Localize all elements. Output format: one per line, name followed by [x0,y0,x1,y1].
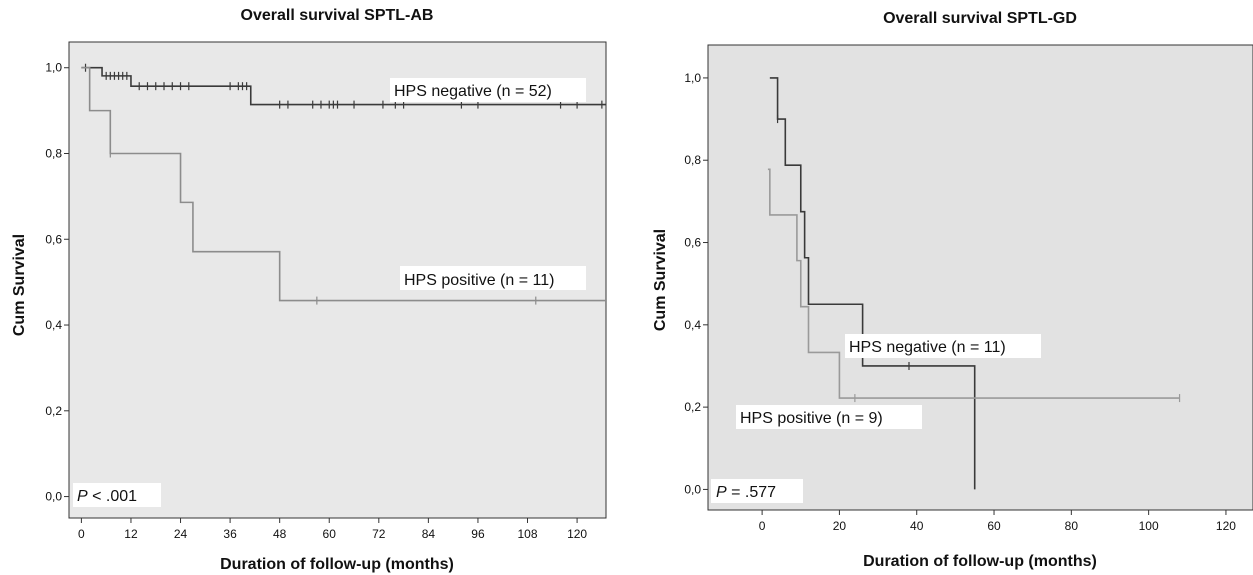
x-tick-label: 60 [987,519,1001,533]
y-tick-label: 0,0 [684,482,701,496]
x-tick-label: 120 [1216,519,1236,533]
x-tick-label: 24 [174,527,188,541]
x-tick-label: 96 [471,527,485,541]
y-tick-label: 1,0 [45,61,62,75]
legend-label-box [390,78,586,102]
y-tick-label: 0,4 [45,318,62,332]
x-axis-label: Duration of follow-up (months) [863,553,1097,570]
chart-left: Overall survival SPTL-AB Duration of fol… [11,7,607,573]
p-text: = .577 [727,484,776,501]
series-label-hps-positive: HPS positive (n = 9) [740,410,883,427]
p-symbol: P [716,484,727,501]
y-tick-label: 0,2 [45,404,62,418]
p-symbol: P [77,488,88,505]
series-label-hps-positive: HPS positive (n = 11) [404,272,554,289]
x-tick-label: 48 [273,527,287,541]
x-axis-label: Duration of follow-up (months) [220,556,454,573]
x-tick-label: 36 [223,527,237,541]
legend-label-box [845,334,1041,358]
y-axis-label: Cum Survival [11,234,28,336]
y-tick-label: 0,6 [684,236,701,250]
x-tick-label: 40 [910,519,924,533]
x-tick-label: 20 [833,519,847,533]
plot-area [707,44,1253,511]
x-tick-label: 108 [517,527,537,541]
x-tick-label: 120 [567,527,587,541]
x-tick-label: 72 [372,527,386,541]
y-tick-label: 0,6 [45,232,62,246]
series-line-1 [81,66,606,302]
y-tick-label: 0,8 [45,146,62,160]
y-tick-label: 0,4 [684,318,701,332]
x-tick-label: 100 [1139,519,1159,533]
chart-right: Overall survival SPTL-GD Duration of fol… [652,10,1253,570]
legend-label-box [400,266,586,290]
x-tick-label: 84 [422,527,436,541]
p-text: < .001 [88,488,137,505]
x-ticks: 0 12 24 36 48 60 72 84 96 108 120 [78,518,587,541]
series-label-hps-negative: HPS negative (n = 52) [394,83,552,100]
y-tick-label: 0,0 [45,490,62,504]
y-axis-label: Cum Survival [652,229,669,331]
series-line-0 [81,66,606,106]
series-group [81,63,606,305]
chart-title: Overall survival SPTL-AB [241,7,434,24]
x-tick-label: 80 [1065,519,1079,533]
y-tick-label: 0,2 [684,400,701,414]
legend-label-box [736,405,922,429]
p-value: P < .001 [77,488,137,505]
x-tick-label: 0 [78,527,85,541]
x-ticks: 0 20 40 60 80 100 120 [759,510,1236,533]
y-ticks: 0,0 0,2 0,4 0,6 0,8 1,0 [684,71,708,496]
p-value-box [711,479,803,503]
y-tick-label: 1,0 [684,71,701,85]
chart-title: Overall survival SPTL-GD [883,10,1077,27]
y-ticks: 0,0 0,2 0,4 0,6 0,8 1,0 [45,61,69,504]
p-value-box [73,483,161,507]
y-tick-label: 0,8 [684,153,701,167]
p-value: P = .577 [716,484,776,501]
x-tick-label: 12 [124,527,138,541]
series-label-hps-negative: HPS negative (n = 11) [849,339,1006,356]
series-line-1 [767,168,1180,399]
x-tick-label: 0 [759,519,766,533]
x-tick-label: 60 [323,527,337,541]
